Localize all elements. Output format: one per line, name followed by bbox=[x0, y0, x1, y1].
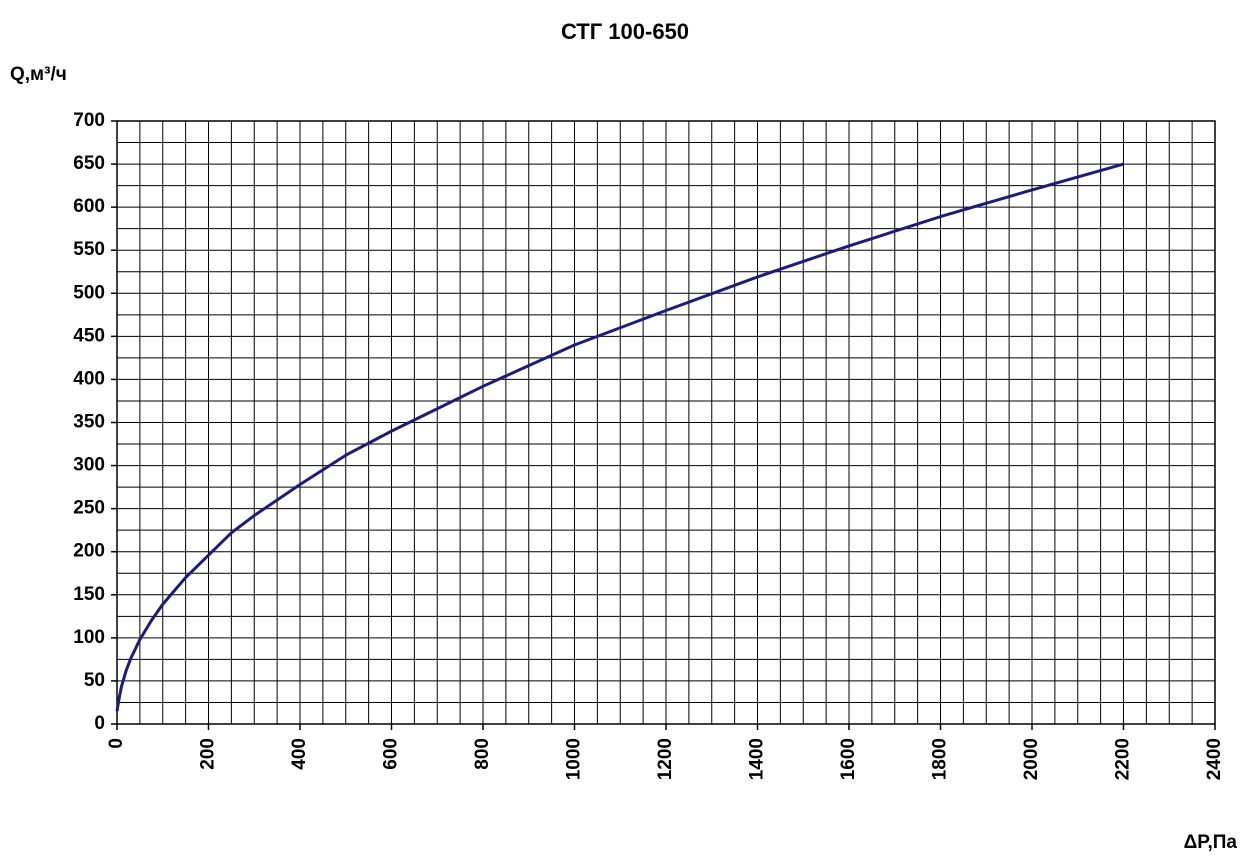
x-tick-label: 1800 bbox=[930, 738, 951, 780]
data-line bbox=[115, 162, 1124, 712]
y-tick-label: 50 bbox=[84, 670, 105, 691]
x-tick-label: 600 bbox=[381, 738, 402, 770]
x-tick-label: 1600 bbox=[838, 738, 859, 780]
y-tick-label: 300 bbox=[73, 455, 105, 476]
y-tick-label: 700 bbox=[73, 110, 105, 131]
x-tick-label: 2400 bbox=[1204, 738, 1225, 780]
x-tick-label: 2200 bbox=[1113, 738, 1134, 780]
y-tick-label: 100 bbox=[73, 627, 105, 648]
y-tick-label: 500 bbox=[73, 282, 105, 303]
x-tick-label: 1400 bbox=[747, 738, 768, 780]
y-tick-label: 650 bbox=[73, 153, 105, 174]
y-tick-label: 0 bbox=[94, 713, 105, 734]
y-tick-label: 200 bbox=[73, 541, 105, 562]
y-tick-label: 600 bbox=[73, 196, 105, 217]
y-tick-label: 350 bbox=[73, 412, 105, 433]
y-tick-label: 250 bbox=[73, 498, 105, 519]
y-axis-label: Q,м³/ч bbox=[10, 64, 67, 85]
x-tick-label: 0 bbox=[106, 738, 127, 749]
y-tick-label: 550 bbox=[73, 239, 105, 260]
y-tick-label: 150 bbox=[73, 584, 105, 605]
y-tick-label: 450 bbox=[73, 325, 105, 346]
x-tick-label: 2000 bbox=[1021, 738, 1042, 780]
x-tick-label: 1000 bbox=[564, 738, 585, 780]
x-tick-label: 400 bbox=[289, 738, 310, 770]
x-tick-label: 200 bbox=[198, 738, 219, 770]
x-tick-label: 800 bbox=[472, 738, 493, 770]
x-axis-label: ΔP,Па bbox=[1184, 832, 1238, 853]
y-tick-label: 400 bbox=[73, 368, 105, 389]
chart-title: СТГ 100-650 bbox=[561, 19, 689, 44]
x-tick-label: 1200 bbox=[655, 738, 676, 780]
